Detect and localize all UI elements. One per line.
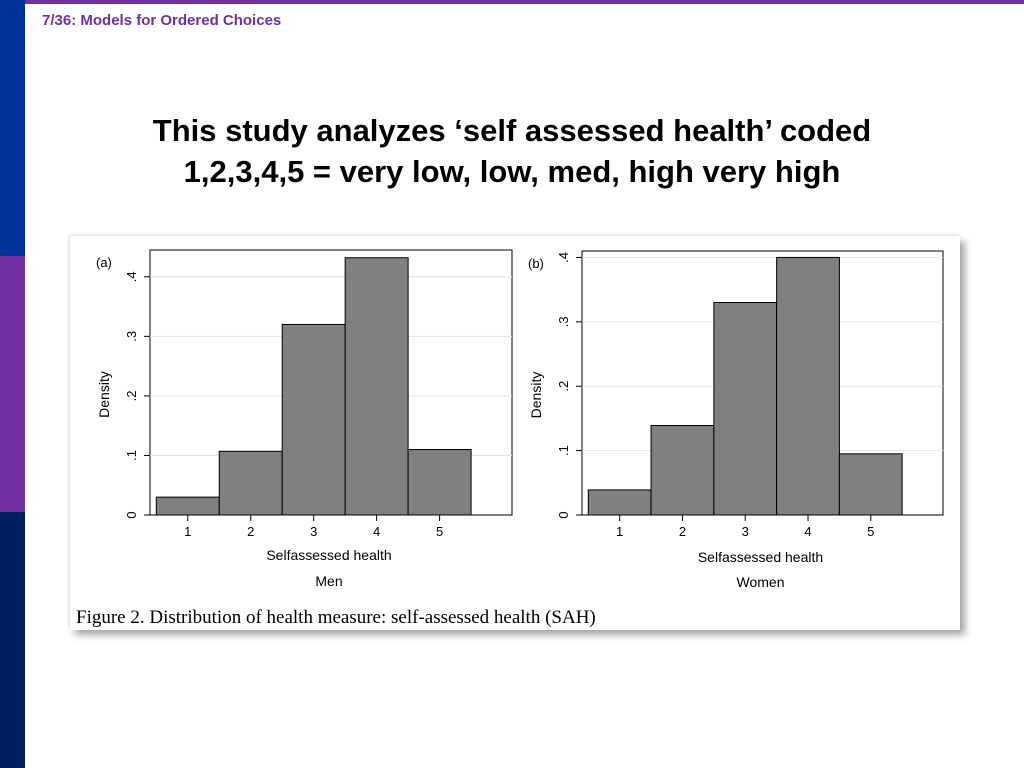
women-bar-1 xyxy=(587,489,652,516)
men-xtick-label-3: 3 xyxy=(310,524,317,539)
women-bar-4 xyxy=(776,256,840,516)
women-xtick-label-1: 1 xyxy=(616,524,623,539)
top-accent-bar xyxy=(0,0,1024,4)
men-xtick-label-1: 1 xyxy=(184,524,191,539)
men-bar-2 xyxy=(218,450,283,516)
men-ytick-label-3: .3 xyxy=(124,331,139,342)
women-ytick-label-1: .1 xyxy=(556,445,571,456)
women-xtick-label-4: 4 xyxy=(804,524,811,539)
women-bar-3 xyxy=(713,302,778,516)
slide-header: 7/36: Models for Ordered Choices xyxy=(42,12,281,29)
women-ytick-label-0: 0 xyxy=(556,511,571,518)
women-panel-label: (b) xyxy=(528,256,544,271)
women-ytick-label-4: .4 xyxy=(556,252,571,263)
women-ytick-label-2: .2 xyxy=(556,381,571,392)
women-y-axis-label: Density xyxy=(528,372,544,419)
women-bar-2 xyxy=(650,424,715,516)
men-ytick-label-4: .4 xyxy=(124,271,139,282)
slide-title: This study analyzes ‘self assessed healt… xyxy=(60,110,964,192)
men-xtick-label-2: 2 xyxy=(247,524,254,539)
women-xtick-label-5: 5 xyxy=(867,524,874,539)
men-ytick-label-1: .1 xyxy=(124,450,139,461)
slide-title-line-1: This study analyzes ‘self assessed healt… xyxy=(152,113,872,148)
slide-section-title: Models for Ordered Choices xyxy=(80,12,282,29)
men-bar-4 xyxy=(344,257,409,516)
women-x-axis-label: Selfassessed health xyxy=(698,549,823,565)
women-ytick-label-3: .3 xyxy=(556,316,571,327)
women-xtick-label-3: 3 xyxy=(742,524,749,539)
figure-caption: Figure 2. Distribution of health measure… xyxy=(76,607,596,628)
left-accent-bar-purple xyxy=(0,256,25,512)
men-ytick-label-0: 0 xyxy=(124,511,139,518)
men-xtick-label-4: 4 xyxy=(373,524,380,539)
slide-title-line-2: 1,2,3,4,5 = very low, low, med, high ver… xyxy=(183,154,841,189)
men-y-axis-label: Density xyxy=(96,371,112,418)
histogram-women: 0 .1 .2 .3 .4 1 2 3 4 5 Density Selfassessed health… xyxy=(528,250,944,590)
women-xtick-label-2: 2 xyxy=(679,524,686,539)
women-bar-5 xyxy=(838,453,903,516)
men-bar-3 xyxy=(281,323,346,516)
men-bar-1 xyxy=(155,496,220,516)
left-accent-bar-blue xyxy=(0,0,25,256)
men-x-axis-label: Selfassessed health xyxy=(266,547,391,563)
men-xtick-label-5: 5 xyxy=(436,524,443,539)
men-panel-label: (a) xyxy=(96,255,112,270)
slide-number: 7/36: xyxy=(42,12,77,29)
men-bar-5 xyxy=(407,448,472,516)
figure-card: 0 .1 .2 .3 .4 1 2 3 4 5 Density Selfassessed health… xyxy=(70,236,960,630)
men-ytick-label-2: .2 xyxy=(124,390,139,401)
histogram-men: 0 .1 .2 .3 .4 1 2 3 4 5 Density Selfassessed health… xyxy=(96,249,513,589)
women-subtitle: Women xyxy=(737,574,785,590)
left-accent-bar-navy xyxy=(0,512,25,768)
men-subtitle: Men xyxy=(315,573,342,589)
